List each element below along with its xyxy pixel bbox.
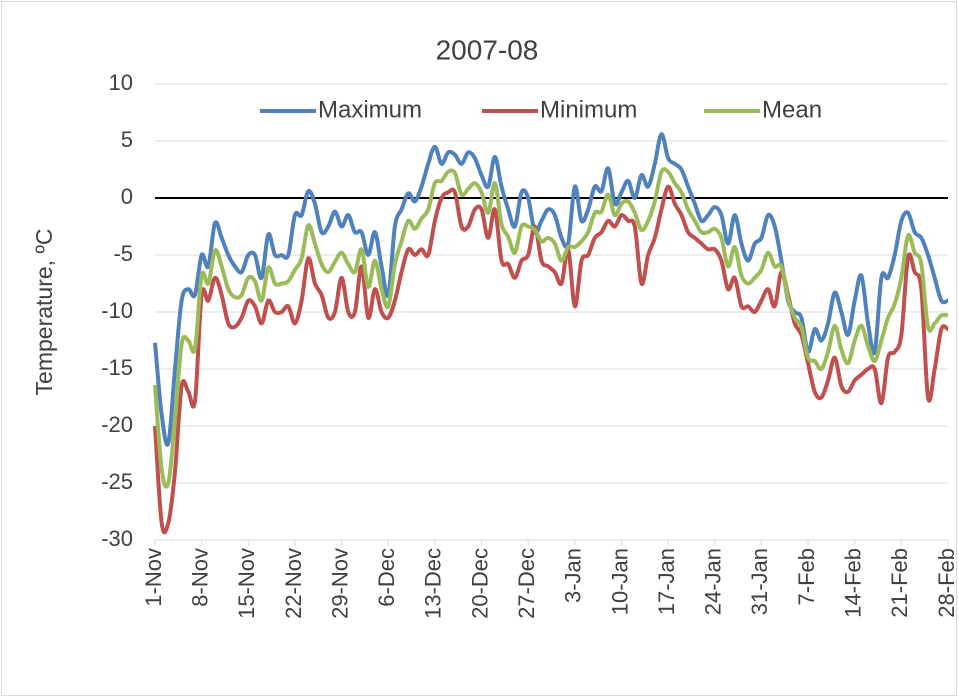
y-tick-label: -20 [101, 412, 133, 437]
y-tick-label: -15 [101, 355, 133, 380]
x-tick-label: 27-Dec [514, 548, 539, 619]
legend-label: Mean [762, 96, 822, 123]
y-axis-label: Temperature, ºC [31, 229, 57, 396]
x-tick-label: 31-Jan [747, 548, 772, 615]
y-tick-label: -5 [113, 241, 133, 266]
x-tick-label: 17-Jan [654, 548, 679, 615]
legend-label: Maximum [318, 96, 422, 123]
x-tick-label: 24-Jan [701, 548, 726, 615]
x-tick-label: 29-Nov [327, 548, 352, 619]
series-line [153, 184, 949, 535]
x-tick-label: 1-Nov [141, 548, 166, 607]
y-tick-label: -10 [101, 298, 133, 323]
legend-label: Minimum [540, 96, 637, 123]
y-tick-label: 5 [121, 127, 133, 152]
x-tick-label: 13-Dec [421, 548, 446, 619]
x-tick-label: 14-Feb [841, 548, 866, 618]
y-tick-label: -30 [101, 526, 133, 551]
x-tick-label: 6-Dec [374, 548, 399, 607]
x-tick-label: 8-Nov [187, 548, 212, 607]
x-tick-label: 10-Jan [607, 548, 632, 615]
x-tick-label: 21-Feb [887, 548, 912, 618]
series-line [153, 167, 949, 489]
x-tick-label: 15-Nov [234, 548, 259, 619]
chart-title: 2007-08 [436, 34, 539, 65]
y-tick-label: 10 [109, 70, 133, 95]
x-tick-label: 28-Feb [934, 548, 959, 618]
y-tick-label: 0 [121, 184, 133, 209]
x-tick-label: 3-Jan [561, 548, 586, 603]
y-tick-label: -25 [101, 469, 133, 494]
x-tick-label: 20-Dec [467, 548, 492, 619]
x-tick-label: 7-Feb [794, 548, 819, 605]
x-tick-label: 22-Nov [281, 548, 306, 619]
series-line [153, 132, 949, 447]
